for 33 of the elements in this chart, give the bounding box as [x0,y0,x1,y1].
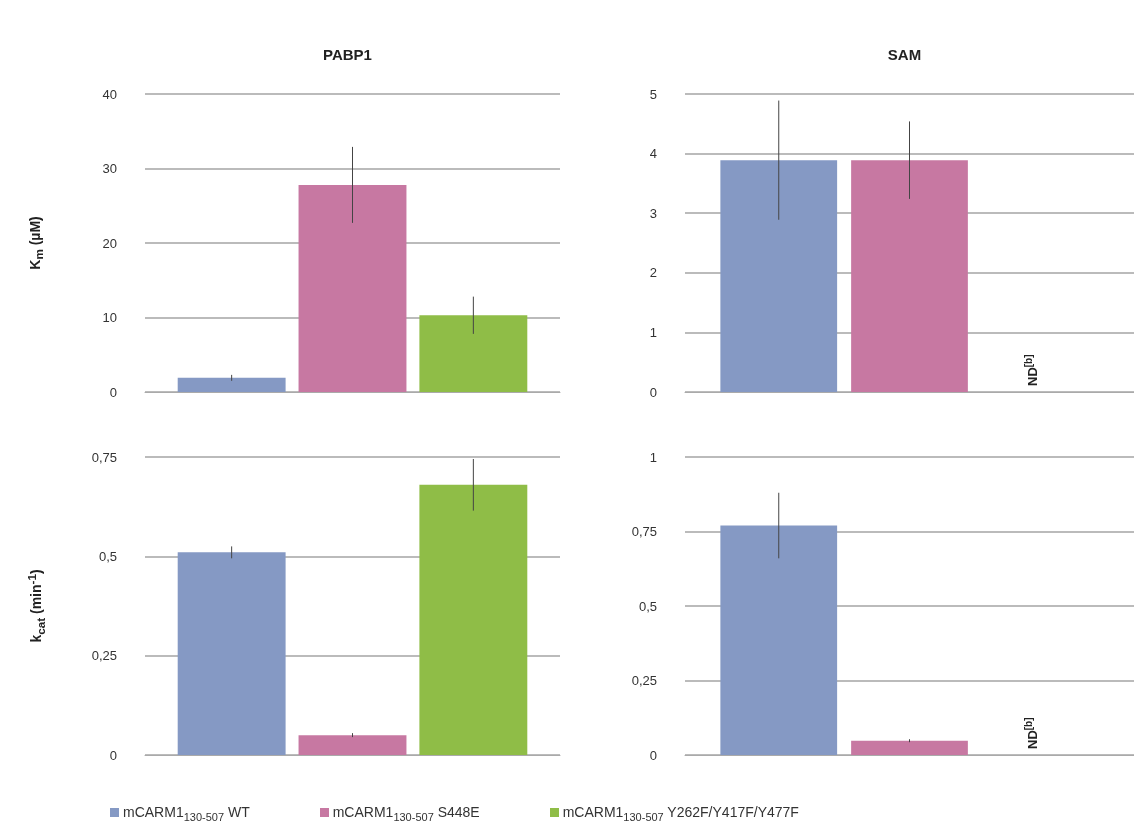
y-tick-label: 0,5 [638,598,657,614]
y-tick-label: 0 [109,747,117,763]
y-tick-label: 0,75 [631,524,657,539]
annotation: ND[b] [1022,354,1040,386]
bar [419,315,528,392]
y-tick-label: 3 [649,205,657,221]
bar [298,735,407,755]
y-tick-label: 5 [649,86,657,102]
legend-label: mCARM1$_{130-507}$ WT [122,804,250,823]
bar [177,377,286,392]
y-tick-label: 30 [102,161,117,176]
y-tick-label: 1 [649,449,657,465]
y-tick-label: 2 [649,265,657,281]
y-tick-label: 0,25 [631,673,657,688]
y-tick-label: 0,25 [91,648,117,664]
legend-label: mCARM1$_{130-507}$ Y262F/Y417F/Y477F [561,804,799,823]
y-tick-label: 20 [102,235,117,251]
annotation: ND[b] [1022,717,1040,749]
y-tick-label: 10 [102,310,117,325]
y-tick-label: 40 [102,86,117,102]
legend-label: mCARM1$_{130-507}$ S448E [331,804,480,823]
bar [177,552,286,755]
chart-title: PABP1 [323,46,372,63]
bar [419,484,528,755]
y-tick-label: 4 [649,146,657,162]
chart-title: SAM [887,46,922,63]
y-tick-label: 0 [109,384,117,400]
bar [298,184,407,392]
y-tick-label: 0,75 [91,449,117,465]
y-tick-label: 1 [649,324,657,340]
y-tick-label: 0 [649,747,657,763]
y-tick-label: 0,5 [98,548,117,564]
y-tick-label: 0 [649,384,657,400]
